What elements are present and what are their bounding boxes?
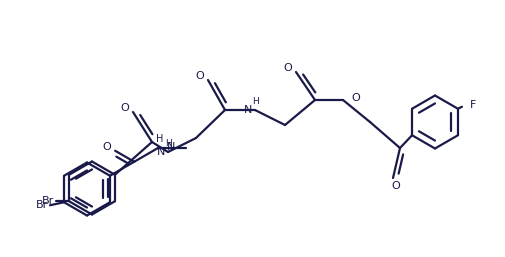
Text: O: O bbox=[391, 181, 400, 191]
Text: H: H bbox=[166, 140, 172, 149]
Text: F: F bbox=[470, 100, 476, 110]
Text: H: H bbox=[252, 96, 260, 106]
Text: O: O bbox=[351, 93, 360, 103]
Text: Br: Br bbox=[36, 200, 48, 210]
Text: O: O bbox=[284, 63, 292, 73]
Text: O: O bbox=[195, 71, 205, 81]
Text: O: O bbox=[103, 142, 112, 152]
Text: H: H bbox=[156, 134, 163, 144]
Text: N: N bbox=[244, 105, 252, 115]
Text: O: O bbox=[121, 103, 129, 113]
Text: Br: Br bbox=[42, 196, 54, 206]
Text: N: N bbox=[167, 142, 175, 152]
Text: N: N bbox=[157, 147, 165, 157]
